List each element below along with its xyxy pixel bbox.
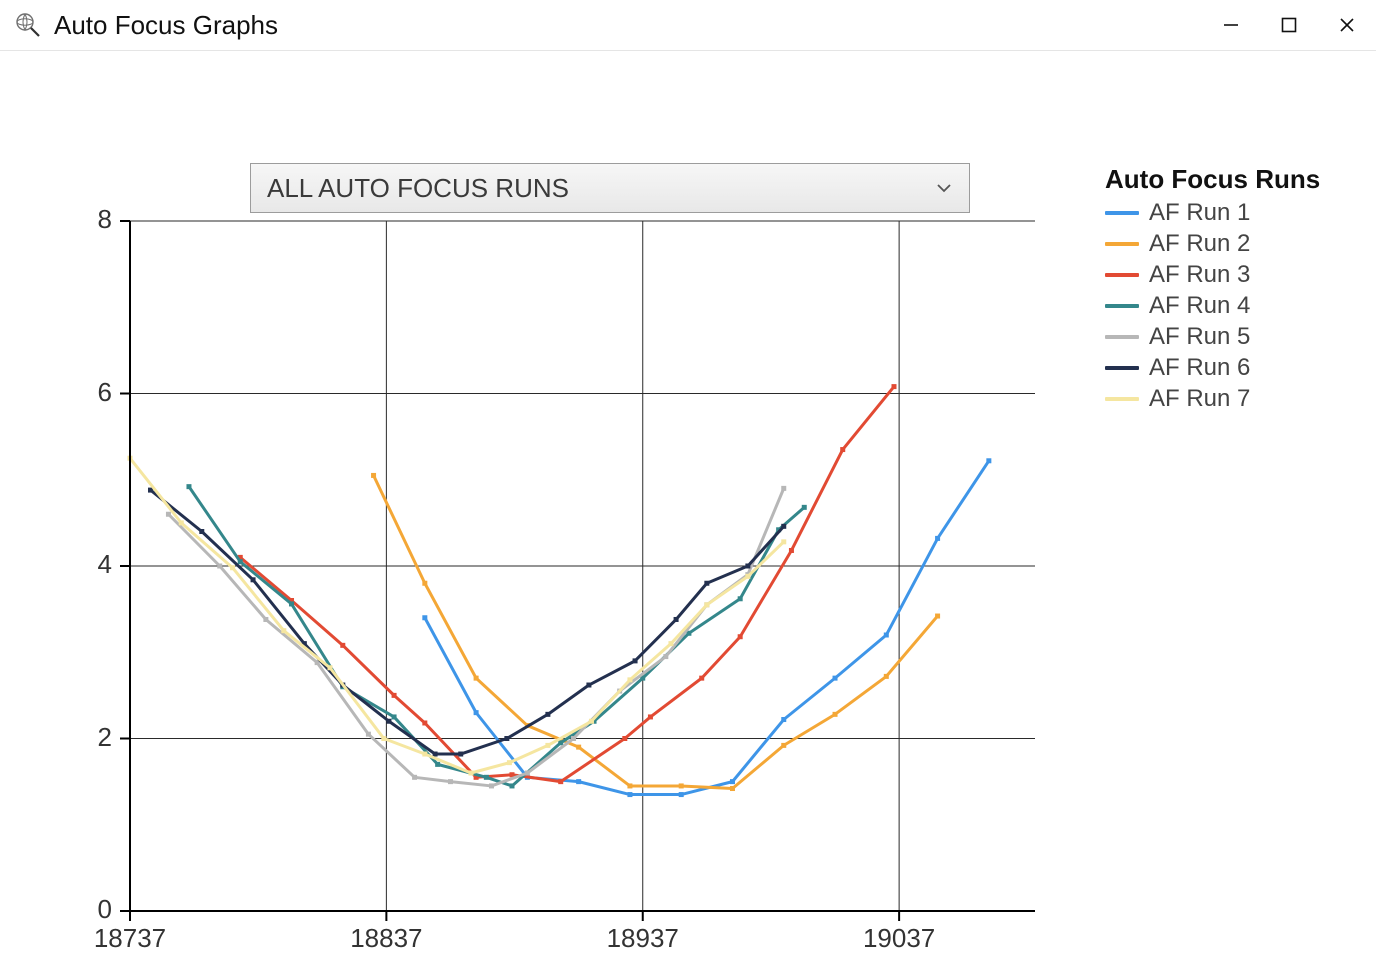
- window-title: Auto Focus Graphs: [54, 10, 278, 41]
- legend-label: AF Run 4: [1149, 292, 1250, 320]
- legend-item: AF Run 3: [1105, 261, 1320, 289]
- legend-label: AF Run 5: [1149, 323, 1250, 351]
- run-selector-dropdown[interactable]: ALL AUTO FOCUS RUNS: [250, 163, 970, 213]
- close-button[interactable]: [1318, 5, 1376, 45]
- legend-swatch: [1105, 211, 1139, 215]
- legend-item: AF Run 1: [1105, 199, 1320, 227]
- titlebar: Auto Focus Graphs: [0, 0, 1376, 51]
- legend-swatch: [1105, 335, 1139, 339]
- legend: Auto Focus Runs AF Run 1 AF Run 2 AF Run 3…: [1105, 164, 1320, 416]
- legend-swatch: [1105, 397, 1139, 401]
- legend-label: AF Run 3: [1149, 261, 1250, 289]
- app-window: Auto Focus Graphs ALL AUTO FOCUS RUNS: [0, 0, 1376, 960]
- y-tick-label: 4: [72, 549, 112, 580]
- legend-label: AF Run 7: [1149, 385, 1250, 413]
- legend-swatch: [1105, 242, 1139, 246]
- x-tick-label: 18737: [80, 923, 180, 954]
- y-tick-label: 6: [72, 377, 112, 408]
- chevron-down-icon: [935, 173, 953, 204]
- content-area: ALL AUTO FOCUS RUNS Auto Focus Runs AF R…: [0, 51, 1376, 960]
- legend-swatch: [1105, 304, 1139, 308]
- legend-item: AF Run 7: [1105, 385, 1320, 413]
- x-tick-label: 18937: [593, 923, 693, 954]
- y-tick-label: 0: [72, 894, 112, 925]
- window-buttons: [1202, 5, 1376, 45]
- legend-label: AF Run 1: [1149, 199, 1250, 227]
- legend-item: AF Run 5: [1105, 323, 1320, 351]
- legend-swatch: [1105, 273, 1139, 277]
- app-icon: [14, 11, 42, 39]
- x-tick-label: 18837: [336, 923, 436, 954]
- legend-item: AF Run 2: [1105, 230, 1320, 258]
- run-selector-label: ALL AUTO FOCUS RUNS: [267, 173, 569, 204]
- y-tick-label: 2: [72, 722, 112, 753]
- x-tick-label: 19037: [849, 923, 949, 954]
- maximize-button[interactable]: [1260, 5, 1318, 45]
- legend-item: AF Run 4: [1105, 292, 1320, 320]
- legend-title: Auto Focus Runs: [1105, 164, 1320, 195]
- minimize-button[interactable]: [1202, 5, 1260, 45]
- legend-label: AF Run 6: [1149, 354, 1250, 382]
- y-tick-label: 8: [72, 204, 112, 235]
- legend-label: AF Run 2: [1149, 230, 1250, 258]
- legend-item: AF Run 6: [1105, 354, 1320, 382]
- legend-swatch: [1105, 366, 1139, 370]
